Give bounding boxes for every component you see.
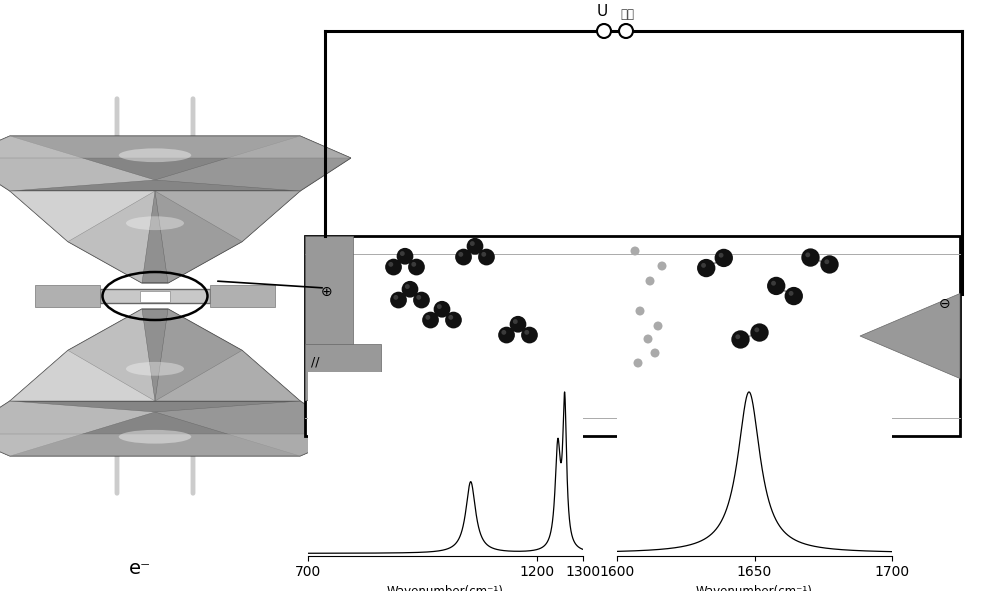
Circle shape (658, 261, 666, 271)
Bar (35, 285, 100, 307)
Circle shape (650, 349, 660, 358)
Bar (140, 291, 170, 301)
Polygon shape (155, 401, 351, 456)
Text: U: U (596, 4, 608, 19)
Circle shape (393, 295, 398, 300)
Circle shape (789, 291, 793, 296)
Circle shape (434, 301, 450, 317)
Circle shape (619, 24, 633, 38)
Polygon shape (10, 309, 300, 401)
Polygon shape (155, 191, 300, 283)
Circle shape (385, 259, 402, 275)
Bar (305, 236, 960, 436)
Circle shape (390, 292, 407, 309)
Polygon shape (10, 191, 300, 283)
Circle shape (646, 277, 654, 285)
Polygon shape (0, 136, 155, 191)
Ellipse shape (126, 362, 184, 376)
Circle shape (498, 327, 515, 343)
Bar (305, 344, 381, 400)
Ellipse shape (119, 148, 191, 162)
Polygon shape (10, 350, 155, 401)
Polygon shape (155, 136, 351, 191)
Circle shape (631, 246, 640, 255)
Circle shape (458, 252, 463, 256)
Circle shape (448, 315, 453, 320)
Polygon shape (10, 191, 155, 283)
Circle shape (400, 251, 405, 256)
Circle shape (397, 248, 413, 265)
Polygon shape (10, 309, 155, 401)
Circle shape (445, 311, 462, 329)
Text: $\mathbf{O}_2$: $\mathbf{O}_2$ (752, 407, 778, 428)
Text: e⁻: e⁻ (129, 560, 151, 579)
Circle shape (754, 327, 759, 332)
Polygon shape (155, 309, 300, 401)
Circle shape (771, 281, 776, 285)
Circle shape (478, 249, 495, 265)
Circle shape (416, 295, 421, 300)
Bar (100, 289, 210, 303)
Circle shape (701, 263, 706, 268)
Circle shape (719, 253, 723, 258)
Circle shape (510, 316, 526, 333)
Circle shape (402, 281, 418, 298)
Circle shape (413, 292, 430, 309)
Ellipse shape (126, 216, 184, 230)
X-axis label: Wavenumber(cm⁻¹): Wavenumber(cm⁻¹) (387, 585, 504, 591)
Circle shape (437, 304, 442, 309)
Polygon shape (0, 401, 351, 456)
Circle shape (805, 252, 810, 257)
Circle shape (715, 249, 733, 267)
Text: ⊕: ⊕ (321, 285, 332, 299)
Ellipse shape (119, 430, 191, 444)
Circle shape (467, 238, 483, 255)
Polygon shape (0, 136, 351, 158)
Circle shape (636, 307, 644, 316)
Circle shape (597, 24, 611, 38)
Circle shape (654, 322, 662, 330)
Bar (305, 236, 353, 400)
Polygon shape (860, 294, 960, 378)
Circle shape (820, 255, 839, 274)
Polygon shape (0, 434, 351, 456)
Polygon shape (155, 350, 300, 401)
Polygon shape (0, 136, 351, 191)
Circle shape (767, 277, 785, 295)
Polygon shape (155, 191, 300, 242)
Text: $\mathbf{O}_3$: $\mathbf{O}_3$ (442, 407, 468, 428)
Polygon shape (10, 191, 155, 242)
Bar (210, 285, 275, 307)
Text: //: // (311, 356, 319, 369)
Circle shape (524, 330, 529, 335)
Circle shape (513, 319, 518, 324)
X-axis label: Wavenumber(cm⁻¹): Wavenumber(cm⁻¹) (696, 585, 813, 591)
Circle shape (425, 315, 430, 320)
Circle shape (697, 259, 715, 277)
Circle shape (408, 259, 425, 275)
Circle shape (634, 359, 642, 368)
Circle shape (405, 284, 410, 289)
Circle shape (481, 252, 486, 256)
Circle shape (735, 335, 740, 339)
Polygon shape (0, 401, 155, 456)
Text: ⊖: ⊖ (939, 297, 951, 310)
Circle shape (388, 262, 393, 267)
Circle shape (422, 311, 439, 329)
Circle shape (411, 262, 416, 267)
Circle shape (824, 259, 829, 264)
Circle shape (801, 248, 820, 267)
Circle shape (644, 335, 652, 343)
Circle shape (455, 249, 472, 265)
Text: 高压: 高压 (620, 8, 634, 21)
Circle shape (470, 241, 475, 246)
Circle shape (731, 330, 750, 349)
Circle shape (785, 287, 803, 305)
Circle shape (521, 327, 538, 343)
Circle shape (750, 323, 769, 342)
Circle shape (501, 330, 506, 335)
